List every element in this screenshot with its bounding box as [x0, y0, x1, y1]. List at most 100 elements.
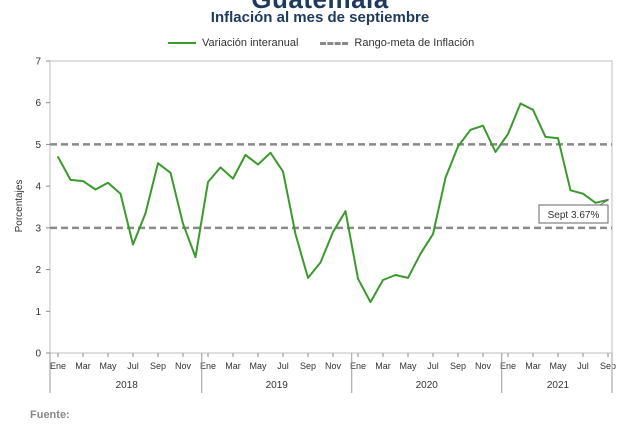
data-point [194, 256, 197, 258]
annotation-box [538, 204, 609, 224]
x-tick-label: Jul [277, 361, 289, 371]
chart-axes: 0 1 2 3 4 5 6 7 Ene Mar May Jul Sep Nov Ene Mar May Jul Se… [35, 57, 616, 393]
data-point [457, 145, 459, 148]
x-tick-label: Mar [225, 361, 241, 371]
data-point [582, 192, 584, 195]
data-point [57, 156, 59, 158]
x-tick-label: Ene [350, 361, 366, 371]
data-point [407, 277, 409, 279]
data-point [269, 151, 272, 154]
annotation-label: Sept 3.67% [548, 210, 600, 221]
x-tick-label: May [99, 361, 117, 371]
year-label: 2019 [266, 380, 289, 391]
data-point [519, 102, 522, 105]
data-point [69, 178, 72, 181]
data-point [432, 233, 434, 236]
data-point [207, 181, 209, 183]
data-point [507, 133, 509, 135]
x-tick-label: Jul [577, 361, 589, 371]
data-point [94, 188, 97, 191]
data-point [369, 301, 372, 304]
data-point [169, 171, 172, 174]
y-tick-label: 0 [35, 349, 41, 360]
y-tick-label: 2 [35, 265, 41, 276]
data-point [482, 124, 484, 127]
legend-label-series: Variación interanual [202, 37, 299, 49]
data-point [544, 136, 547, 138]
x-tick-label: Nov [475, 361, 492, 371]
data-point [469, 128, 472, 131]
chart-main-title: Guatemala [0, 0, 640, 15]
y-tick-label: 6 [35, 98, 41, 109]
x-tick-label: Jul [427, 361, 439, 371]
legend-item-series: Variación interanual [168, 37, 298, 49]
data-point [294, 233, 297, 236]
data-point [344, 210, 347, 213]
target-lines [50, 143, 612, 230]
x-tick-label: Sep [300, 361, 316, 371]
data-point [382, 279, 384, 281]
x-tick-label: May [399, 361, 417, 371]
legend-swatch-series [168, 42, 196, 44]
data-point [144, 212, 147, 215]
year-label: 2018 [116, 380, 139, 391]
chart-subtitle: Inflación al mes de septiembre [210, 9, 430, 26]
data-point [119, 192, 122, 195]
legend-item-target: Rango-meta de Inflación [320, 37, 474, 49]
year-label: 2021 [547, 380, 570, 391]
chart-legend: Variación interanual Rango-meta de Infla… [168, 37, 496, 49]
annotation-leader [599, 199, 609, 206]
data-point [219, 166, 222, 169]
y-tick-label: 4 [35, 182, 41, 193]
legend-swatch-target [320, 41, 349, 45]
data-point [332, 231, 334, 233]
x-tick-label: May [249, 361, 267, 371]
data-point [157, 162, 159, 165]
x-tick-label: Ene [500, 361, 516, 371]
data-point [182, 222, 184, 225]
data-point [444, 176, 447, 179]
legend-label-target: Rango-meta de Inflación [354, 37, 475, 49]
data-point [82, 180, 84, 183]
x-tick-label: May [549, 361, 567, 371]
x-tick-label: Sep [600, 361, 616, 371]
data-point [594, 201, 597, 204]
y-tick-label: 7 [35, 57, 41, 68]
x-tick-label: Mar [75, 361, 91, 371]
year-label: 2020 [416, 380, 439, 391]
x-tick-label: Nov [175, 361, 192, 371]
plot-area-frame [49, 60, 613, 354]
y-tick-label: 3 [35, 223, 41, 234]
x-tick-label: Sep [450, 361, 466, 371]
data-point [532, 108, 534, 111]
y-tick-label: 5 [35, 140, 41, 151]
x-tick-label: Sep [150, 361, 166, 371]
data-point [244, 153, 247, 156]
data-point [394, 274, 397, 276]
y-axis-label: Porcentajes [14, 180, 25, 233]
x-tick-label: Jul [127, 361, 139, 371]
data-point [419, 252, 422, 255]
data-point [282, 170, 284, 173]
series-layer [57, 102, 609, 304]
x-tick-label: Ene [50, 361, 66, 371]
data-point [494, 151, 497, 153]
annotation-layer: Sept 3.67% [538, 199, 609, 224]
data-point [307, 277, 309, 279]
x-tick-label: Ene [200, 361, 216, 371]
data-point [232, 177, 234, 180]
y-tick-label: 1 [35, 307, 41, 318]
data-point [257, 163, 259, 166]
data-point [557, 137, 559, 140]
x-tick-label: Mar [525, 361, 541, 371]
data-point [319, 261, 322, 264]
source-label: Fuente: [30, 409, 70, 421]
x-tick-label: Nov [325, 361, 342, 371]
x-tick-label: Mar [375, 361, 391, 371]
data-point [107, 181, 109, 184]
data-point [569, 189, 572, 192]
data-point [357, 277, 359, 280]
series-line-inflation [57, 102, 609, 304]
data-point [132, 243, 134, 246]
